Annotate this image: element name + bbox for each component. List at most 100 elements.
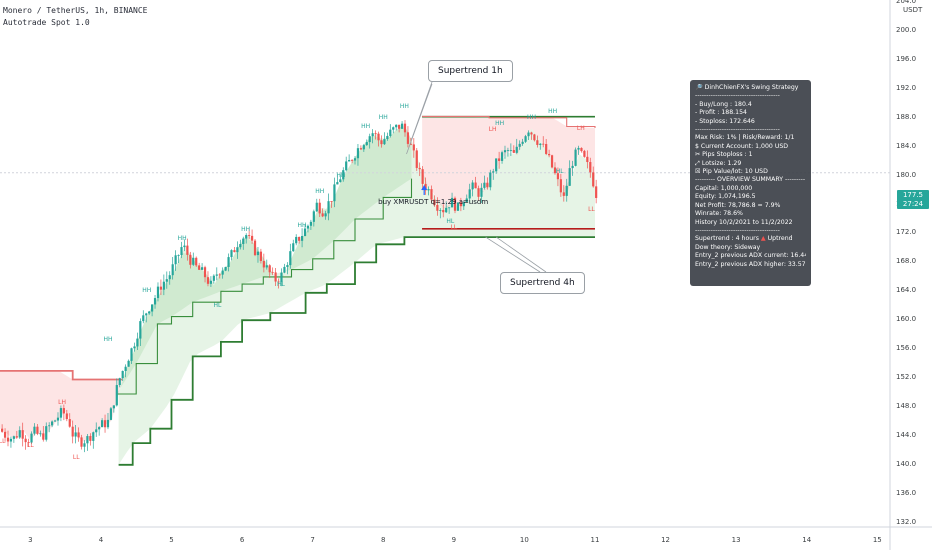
candle-body [315, 202, 318, 212]
candle-body [168, 275, 171, 280]
candle-body [468, 189, 471, 199]
strategy-line: Equity: 1,074,196.5 [695, 193, 756, 201]
candle-body [200, 267, 204, 270]
candle-body [15, 436, 18, 438]
candle-body [162, 281, 165, 290]
candle-body [280, 272, 283, 282]
candle-body [348, 160, 351, 162]
candle-body [539, 143, 542, 145]
candle-body [500, 152, 504, 161]
candle-body [74, 432, 77, 437]
candle-body [550, 155, 554, 168]
candle-body [306, 225, 310, 229]
candle-body [103, 420, 107, 428]
strategy-line: - Stoploss: 172.646 [695, 117, 755, 125]
candle-body [24, 438, 27, 443]
candle-body [318, 202, 321, 214]
candle-body [271, 272, 274, 274]
strategy-line: Supertrend : 4 hours ▲ Uptrend [695, 235, 793, 243]
candle-body [56, 417, 60, 421]
symbol-title[interactable]: Monero / TetherUS, 1h, BINANCE [3, 6, 148, 15]
callout-1h-pointer-2 [411, 81, 433, 140]
candle-body [77, 432, 80, 438]
candle-body [212, 275, 215, 281]
candle-body [145, 313, 148, 316]
time-tick-label: 4 [98, 536, 104, 544]
supertrend-1h-line-1 [422, 115, 596, 128]
supertrend-4h-line-2 [0, 370, 123, 381]
candle-body [489, 172, 492, 188]
strategy-line: Entry_2 previous ADX current: 16.44 [695, 252, 806, 260]
candle-body [265, 265, 268, 268]
candle-body [562, 192, 565, 196]
candle-body [33, 426, 36, 434]
candle-body [312, 211, 315, 222]
time-tick-label: 10 [519, 536, 529, 544]
candle-body [303, 228, 307, 236]
pivot-label-hh: HH [548, 108, 558, 116]
candle-body [383, 139, 386, 145]
last-price-tag: 177.5 27:24 [897, 190, 929, 209]
candle-body [230, 250, 233, 258]
price-tick-label: 172.0 [896, 228, 917, 237]
last-price-value: 177.5 [902, 191, 924, 199]
candle-body [380, 140, 383, 145]
callout-1h-pointer [406, 83, 433, 155]
candle-body [398, 124, 401, 129]
candle-body [568, 168, 571, 186]
candle-body [286, 265, 289, 267]
supertrend-fill-1 [422, 116, 595, 209]
candle-body [518, 143, 521, 147]
candle-body [530, 132, 533, 135]
price-tick-label: 160.0 [896, 315, 917, 324]
uptrend-icon: ▲ [760, 235, 766, 243]
callout-supertrend-1h[interactable]: Supertrend 1h [428, 60, 513, 82]
currency-label: USDT [903, 6, 923, 14]
candle-body [445, 207, 448, 213]
candle-body [6, 437, 10, 442]
candle-body [309, 221, 313, 226]
strategy-line: -------------------------------------- [695, 92, 780, 100]
buy-arrow-icon [421, 185, 428, 191]
pivot-label-hh: HH [297, 222, 307, 230]
candle-body [183, 245, 186, 248]
candle-body [186, 245, 189, 255]
candle-body [300, 235, 304, 241]
candle-body [574, 149, 577, 166]
price-tick-label: 168.0 [896, 257, 917, 266]
candle-body [9, 438, 13, 442]
candle-body [289, 251, 292, 266]
candle-body [365, 142, 368, 146]
candle-body [462, 202, 465, 207]
candle-body [221, 270, 224, 275]
strategy-info-box[interactable]: 🔎 DinhChienFX's Swing Strategy ----------… [690, 80, 811, 286]
price-tick-label: 148.0 [896, 401, 917, 410]
candle-body [436, 204, 439, 211]
candle-body [80, 437, 83, 447]
candle-body [218, 274, 221, 276]
candle-body [524, 136, 527, 142]
candle-body [486, 182, 489, 188]
candle-body [515, 146, 518, 153]
candle-body [339, 179, 342, 183]
strategy-line: Dow theory: Sideway [695, 243, 761, 251]
price-tick-label: 196.0 [896, 55, 917, 63]
candle-body [450, 197, 454, 208]
candle-body [430, 189, 433, 200]
pivot-label-hh: HH [378, 113, 388, 121]
candle-body [533, 134, 536, 141]
indicator-title[interactable]: Autotrade Spot 1.0 [3, 18, 90, 27]
candle-body [165, 279, 168, 282]
candle-body [586, 156, 589, 163]
pivot-label-ll: LL [72, 453, 80, 461]
strategy-line: ☒ Pip Value/lot: 10 USD [695, 168, 768, 176]
candle-body [127, 360, 130, 367]
callout-supertrend-4h[interactable]: Supertrend 4h [500, 272, 585, 294]
candle-body [392, 127, 395, 130]
price-tick-label: 188.0 [896, 112, 917, 121]
price-tick-label: 140.0 [896, 459, 917, 468]
candle-body [101, 420, 104, 428]
candle-body [368, 136, 371, 143]
